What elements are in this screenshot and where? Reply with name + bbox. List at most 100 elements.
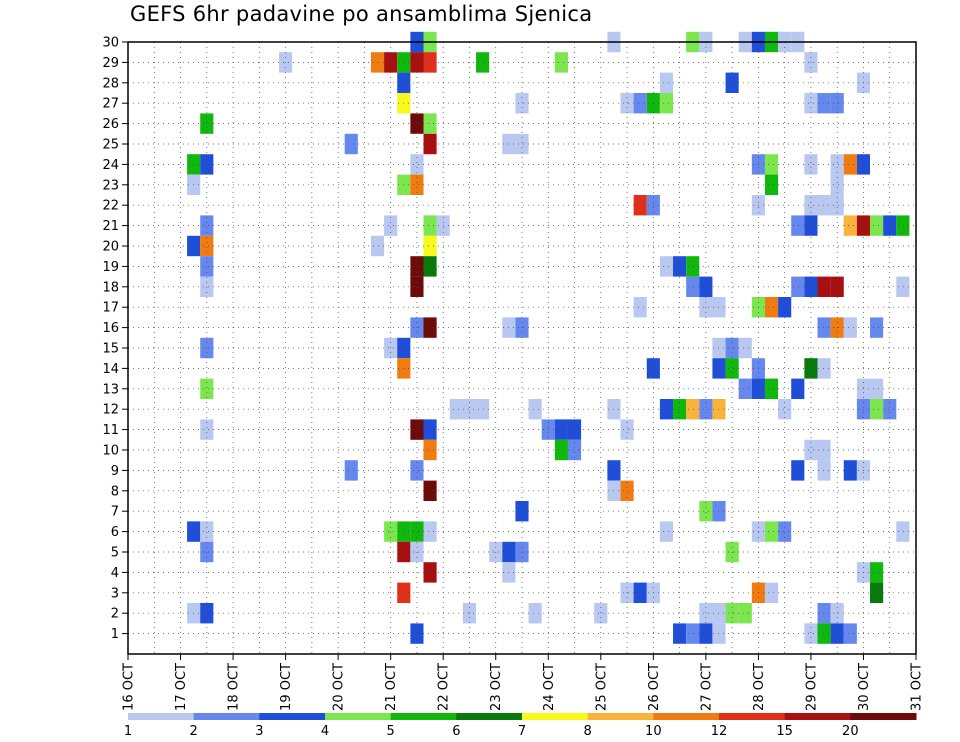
y-tick-label: 14 — [102, 362, 119, 377]
heatmap-cell — [200, 256, 214, 277]
heatmap-cell — [410, 276, 424, 297]
y-tick-label: 29 — [102, 56, 119, 71]
colorbar-label: 3 — [255, 724, 263, 739]
heatmap-cell — [673, 256, 687, 277]
heatmap-cell — [423, 113, 437, 134]
heatmap-cell — [200, 154, 214, 175]
heatmap-cell — [515, 133, 529, 155]
heatmap-cell — [830, 276, 844, 297]
heatmap-cell — [423, 562, 437, 583]
heatmap-cell — [870, 317, 884, 338]
heatmap-cell — [410, 113, 424, 134]
heatmap-cell — [515, 93, 529, 114]
y-axis: 1234567891011121314151617181920212223242… — [102, 36, 128, 642]
heatmap-cell — [410, 256, 424, 277]
heatmap-cell — [804, 623, 818, 644]
heatmap-cell — [896, 215, 910, 236]
heatmap-cell — [633, 297, 647, 318]
heatmap-cell — [659, 93, 674, 114]
heatmap-cell — [423, 133, 437, 155]
heatmap-cell — [344, 133, 358, 155]
x-tick-label: 30 OCT — [857, 663, 872, 711]
heatmap-cell — [410, 521, 424, 542]
heatmap-cell — [699, 399, 713, 420]
y-tick-label: 16 — [102, 321, 119, 336]
heatmap-cell — [830, 93, 844, 114]
y-tick-label: 1 — [111, 627, 119, 642]
heatmap-cell — [423, 521, 437, 542]
heatmap-cell — [200, 215, 214, 236]
colorbar-swatch — [653, 713, 720, 720]
heatmap-cell — [699, 603, 713, 624]
colorbar-label: 15 — [776, 724, 793, 739]
y-tick-label: 12 — [102, 403, 119, 418]
heatmap-cell — [384, 215, 398, 236]
y-tick-label: 6 — [111, 525, 119, 540]
heatmap-cell — [883, 215, 897, 236]
heatmap-cell — [817, 93, 831, 114]
heatmap-cell — [764, 582, 779, 603]
heatmap-cell — [423, 52, 437, 73]
colorbar-swatch — [850, 713, 917, 720]
heatmap-cell — [410, 623, 424, 644]
heatmap-cell — [804, 276, 818, 297]
heatmap-cell — [870, 399, 884, 420]
heatmap-cell — [817, 623, 831, 644]
y-tick-label: 21 — [102, 219, 119, 234]
heatmap-cell — [200, 235, 214, 257]
x-tick-label: 17 OCT — [174, 663, 189, 711]
heatmap-cell — [699, 501, 713, 522]
heatmap-cell — [554, 439, 568, 461]
heatmap-cell — [830, 195, 844, 216]
heatmap-cell — [200, 521, 214, 542]
heatmap-cell — [764, 174, 779, 195]
x-tick-label: 29 OCT — [804, 663, 819, 711]
heatmap-cell — [528, 603, 542, 624]
colorbar-swatch — [587, 713, 654, 720]
heatmap-cell — [686, 399, 700, 420]
heatmap-cell — [659, 256, 674, 277]
heatmap-cell — [870, 582, 884, 603]
heatmap-cell — [594, 603, 608, 624]
colorbar-label: 6 — [452, 724, 460, 739]
colorbar-label: 12 — [711, 724, 728, 739]
heatmap-cell — [567, 439, 582, 461]
colorbar-swatch — [784, 713, 851, 720]
heatmap-cell — [883, 399, 897, 420]
y-tick-label: 9 — [111, 464, 119, 479]
heatmap-cell — [896, 276, 910, 297]
y-tick-label: 26 — [102, 117, 119, 132]
heatmap-cell — [620, 93, 634, 114]
heatmap-cell — [554, 52, 568, 73]
heatmap-cell — [659, 399, 674, 420]
x-tick-label: 20 OCT — [332, 663, 347, 711]
colorbar-label: 20 — [842, 724, 859, 739]
heatmap-cell — [804, 195, 818, 216]
heatmap-cell — [370, 235, 385, 257]
y-tick-label: 27 — [102, 97, 119, 112]
heatmap-cell — [817, 603, 831, 624]
x-tick-label: 31 OCT — [910, 663, 925, 711]
heatmap-cell — [370, 52, 385, 73]
colorbar-label: 10 — [645, 724, 662, 739]
y-tick-label: 18 — [102, 280, 119, 295]
heatmap-cell — [791, 460, 805, 481]
colorbar-swatch — [128, 713, 195, 720]
heatmap-cell — [843, 460, 857, 481]
heatmap-cell — [843, 154, 857, 175]
heatmap-cell — [686, 276, 700, 297]
heatmap-cell — [423, 215, 437, 236]
heatmap-cell — [423, 235, 437, 257]
heatmap-cell — [515, 501, 529, 522]
x-tick-label: 23 OCT — [489, 663, 504, 711]
heatmap-cell — [817, 276, 831, 297]
chart-title: GEFS 6hr padavine po ansamblima Sjenica — [130, 2, 593, 26]
heatmap-cell — [738, 337, 752, 359]
heatmap-cell — [344, 460, 358, 481]
y-tick-label: 19 — [102, 260, 119, 275]
heatmap-cell — [738, 603, 752, 624]
colorbar-label: 5 — [387, 724, 395, 739]
x-tick-label: 16 OCT — [122, 663, 137, 711]
y-tick-label: 8 — [111, 484, 119, 499]
